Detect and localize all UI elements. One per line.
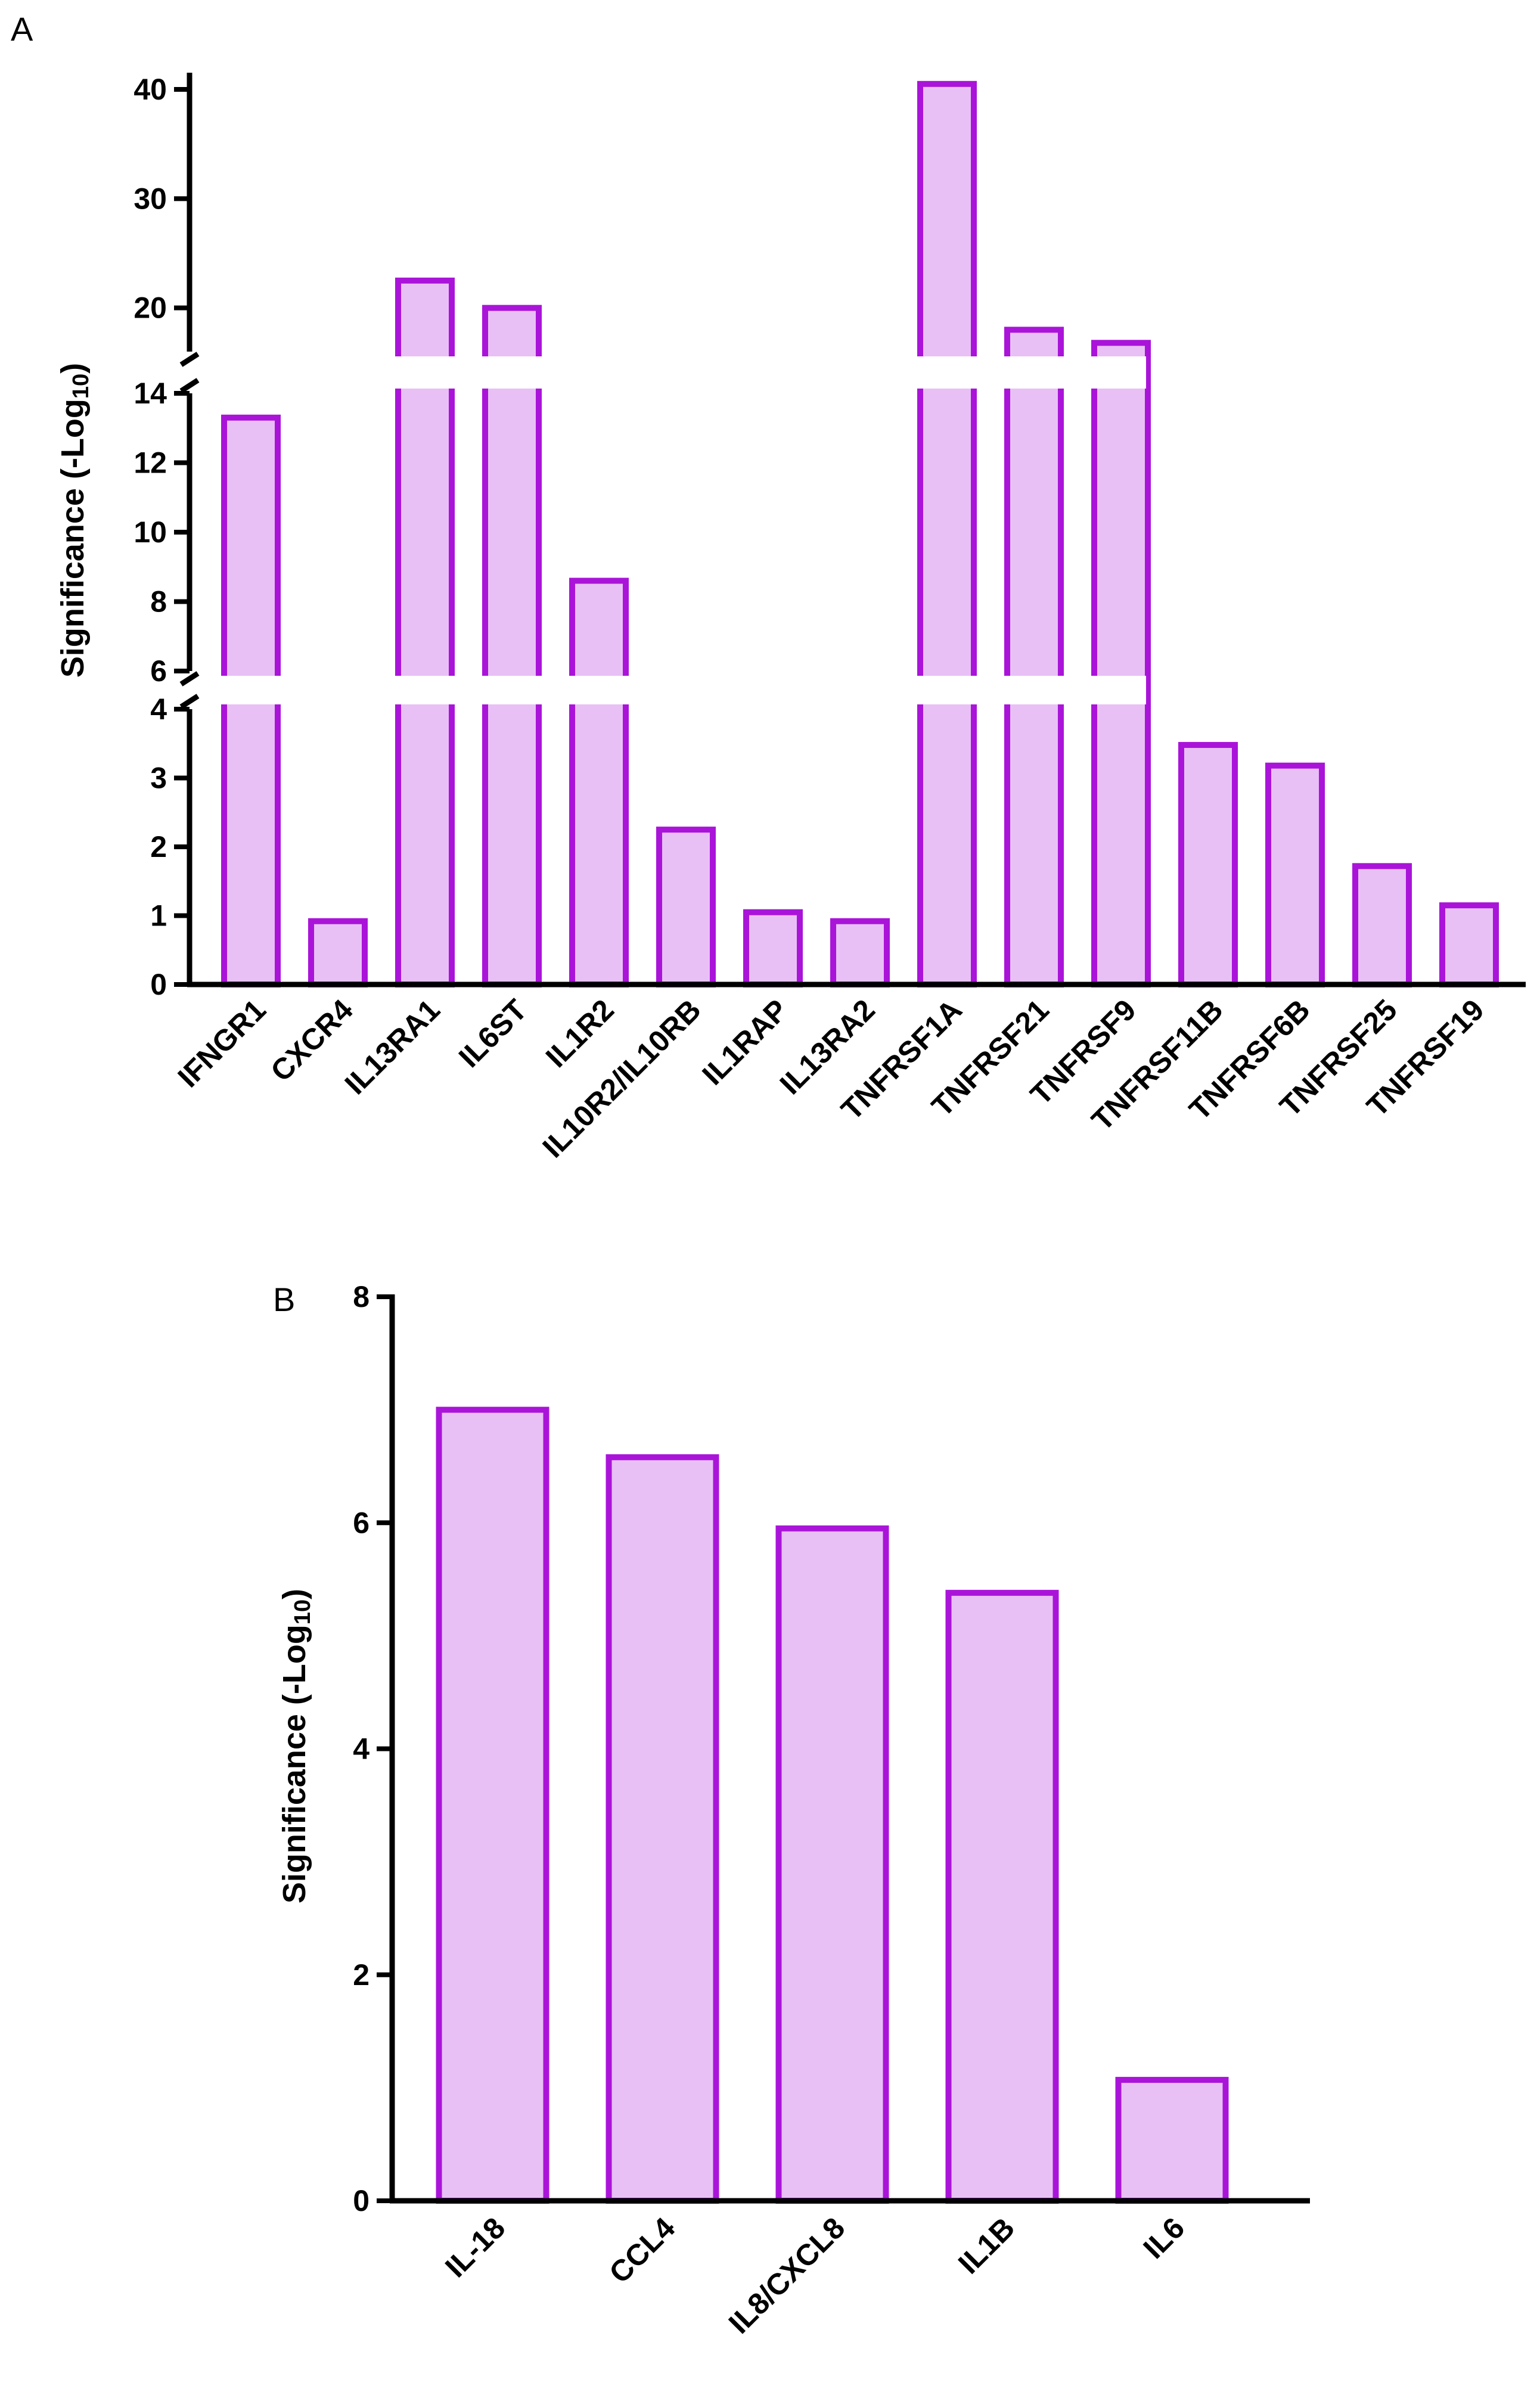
category-label: IL8/CXCL8 xyxy=(722,2211,851,2340)
y-tick-label: 14 xyxy=(133,377,167,410)
bar-il1b xyxy=(945,1589,1059,2204)
bar-il6st xyxy=(482,305,542,988)
y-tick-label: 4 xyxy=(353,1732,370,1766)
panel-b-category-labels: IL-18 CCL4 IL8/CXCL8 IL1B IL6 xyxy=(439,2211,1191,2340)
bar-tnfrsf19 xyxy=(1439,902,1499,988)
y-tick-label: 40 xyxy=(133,73,167,106)
axis-break-mark xyxy=(179,671,200,687)
bar-il10r2-il10rb xyxy=(656,827,716,987)
y-tick-label: 0 xyxy=(150,968,167,1001)
bar-il13ra2 xyxy=(830,918,890,987)
category-label: IL13RA1 xyxy=(339,993,446,1101)
y-tick-label: 6 xyxy=(150,654,167,688)
category-label: IL6 xyxy=(1137,2211,1191,2265)
bar-il1r2 xyxy=(569,577,629,987)
panel-b-bars xyxy=(436,1406,1229,2204)
axis-break-gap xyxy=(192,676,1146,704)
chart-panel-b: 0 2 4 6 8 IL-18 CCL4 IL8/CXCL8 IL1B IL6 Signific… xyxy=(277,1280,1310,2340)
category-label: IFNGR1 xyxy=(172,993,272,1094)
axis-break-mark xyxy=(179,694,200,709)
bar-il8-cxcl8 xyxy=(775,1525,889,2204)
bar-il-18 xyxy=(436,1406,549,2204)
panel-b-letter: B xyxy=(273,1281,295,1318)
category-label: IL-18 xyxy=(439,2211,511,2284)
category-label: IL1B xyxy=(952,2211,1021,2280)
y-tick-label: 8 xyxy=(150,585,167,619)
y-tick-label: 0 xyxy=(353,2184,370,2217)
axis-break-mark xyxy=(179,378,200,393)
category-label: IL1R2 xyxy=(539,993,620,1074)
panel-a-letter: A xyxy=(11,10,33,48)
category-label: IL10R2/IL10RB xyxy=(536,993,707,1164)
y-tick-label: 12 xyxy=(133,446,167,480)
bar-tnfrsf1a xyxy=(917,80,977,987)
y-tick-label: 2 xyxy=(150,830,167,864)
panel-a-bars xyxy=(192,80,1499,988)
y-tick-label: 30 xyxy=(133,182,167,215)
y-tick-label: 1 xyxy=(150,899,167,933)
panel-b-y-axis-title: Significance (-Log10) xyxy=(277,1589,315,1903)
bar-il1rap xyxy=(743,909,803,987)
y-tick-label: 10 xyxy=(133,515,167,549)
category-label: IL6ST xyxy=(452,993,533,1074)
panel-b-y-axis: 0 2 4 6 8 xyxy=(353,1280,1310,2217)
y-tick-label: 8 xyxy=(353,1280,370,1313)
y-tick-label: 6 xyxy=(353,1506,370,1539)
y-tick-label: 3 xyxy=(150,762,167,795)
axis-break-mark xyxy=(179,352,200,367)
category-label: CCL4 xyxy=(603,2211,681,2290)
bar-il6 xyxy=(1115,2077,1229,2204)
axis-break-gap xyxy=(192,356,1146,389)
bar-tnfrsf25 xyxy=(1352,863,1412,987)
y-tick-label: 20 xyxy=(133,291,167,325)
y-tick-label: 4 xyxy=(150,692,167,726)
bar-ccl4 xyxy=(606,1454,719,2204)
bar-tnfrsf21 xyxy=(1004,327,1064,987)
bar-tnfrsf9 xyxy=(1091,340,1151,987)
bar-tnfrsf6b xyxy=(1265,762,1325,987)
bar-cxcr4 xyxy=(308,918,368,987)
panel-a-y-axis-title: Significance (-Log10) xyxy=(55,363,94,678)
y-tick-label: 2 xyxy=(353,1958,370,1992)
bar-tnfrsf11b xyxy=(1178,742,1238,988)
